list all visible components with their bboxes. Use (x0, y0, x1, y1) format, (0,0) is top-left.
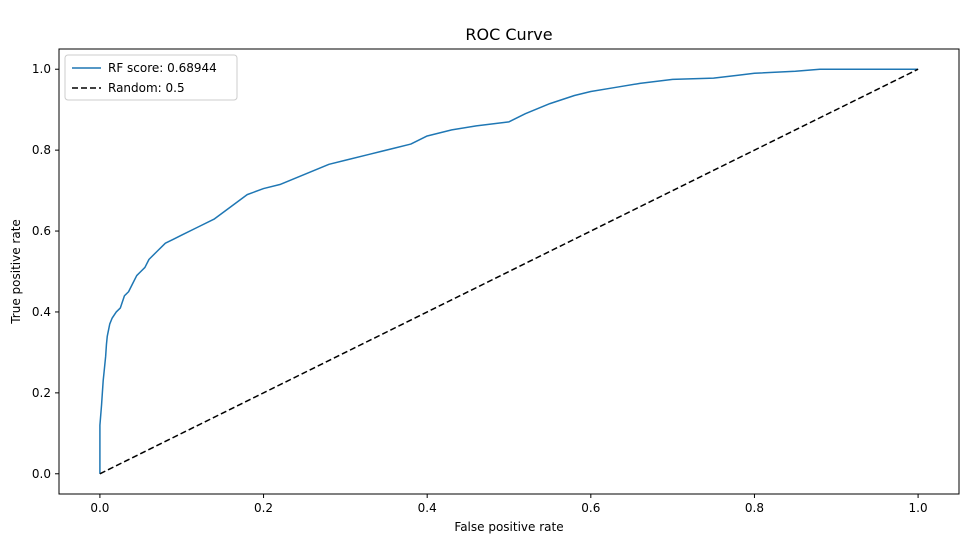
legend-box (64, 54, 238, 101)
y-tick-label: 0.0 (32, 467, 51, 481)
y-tick-label: 0.6 (32, 224, 51, 238)
chart-title: ROC Curve (465, 25, 552, 44)
y-axis-label: True positive rate (9, 219, 23, 325)
y-tick-label: 0.4 (32, 305, 51, 319)
x-tick-label: 0.8 (745, 501, 764, 515)
x-tick-label: 0.6 (581, 501, 600, 515)
x-tick-label: 0.0 (90, 501, 109, 515)
series-layer (99, 68, 919, 475)
legend-label-random: Random: 0.5 (108, 81, 185, 95)
y-tick-label: 0.8 (32, 143, 51, 157)
legend: RF score: 0.68944 Random: 0.5 (64, 54, 238, 101)
x-tick-label: 0.4 (418, 501, 437, 515)
y-axis-ticks: 0.0 0.2 0.4 0.6 0.8 1.0 (32, 62, 59, 481)
y-tick-label: 1.0 (32, 62, 51, 76)
plot-frame (58, 48, 960, 495)
y-tick-label: 0.2 (32, 386, 51, 400)
series-line-1 (99, 68, 919, 475)
x-axis-ticks: 0.0 0.2 0.4 0.6 0.8 1.0 (90, 494, 928, 515)
series-line-0 (99, 68, 919, 474)
x-axis-label: False positive rate (454, 520, 563, 534)
x-tick-label: 0.2 (254, 501, 273, 515)
legend-label-rf-score: RF score: 0.68944 (108, 61, 217, 75)
x-tick-label: 1.0 (909, 501, 928, 515)
